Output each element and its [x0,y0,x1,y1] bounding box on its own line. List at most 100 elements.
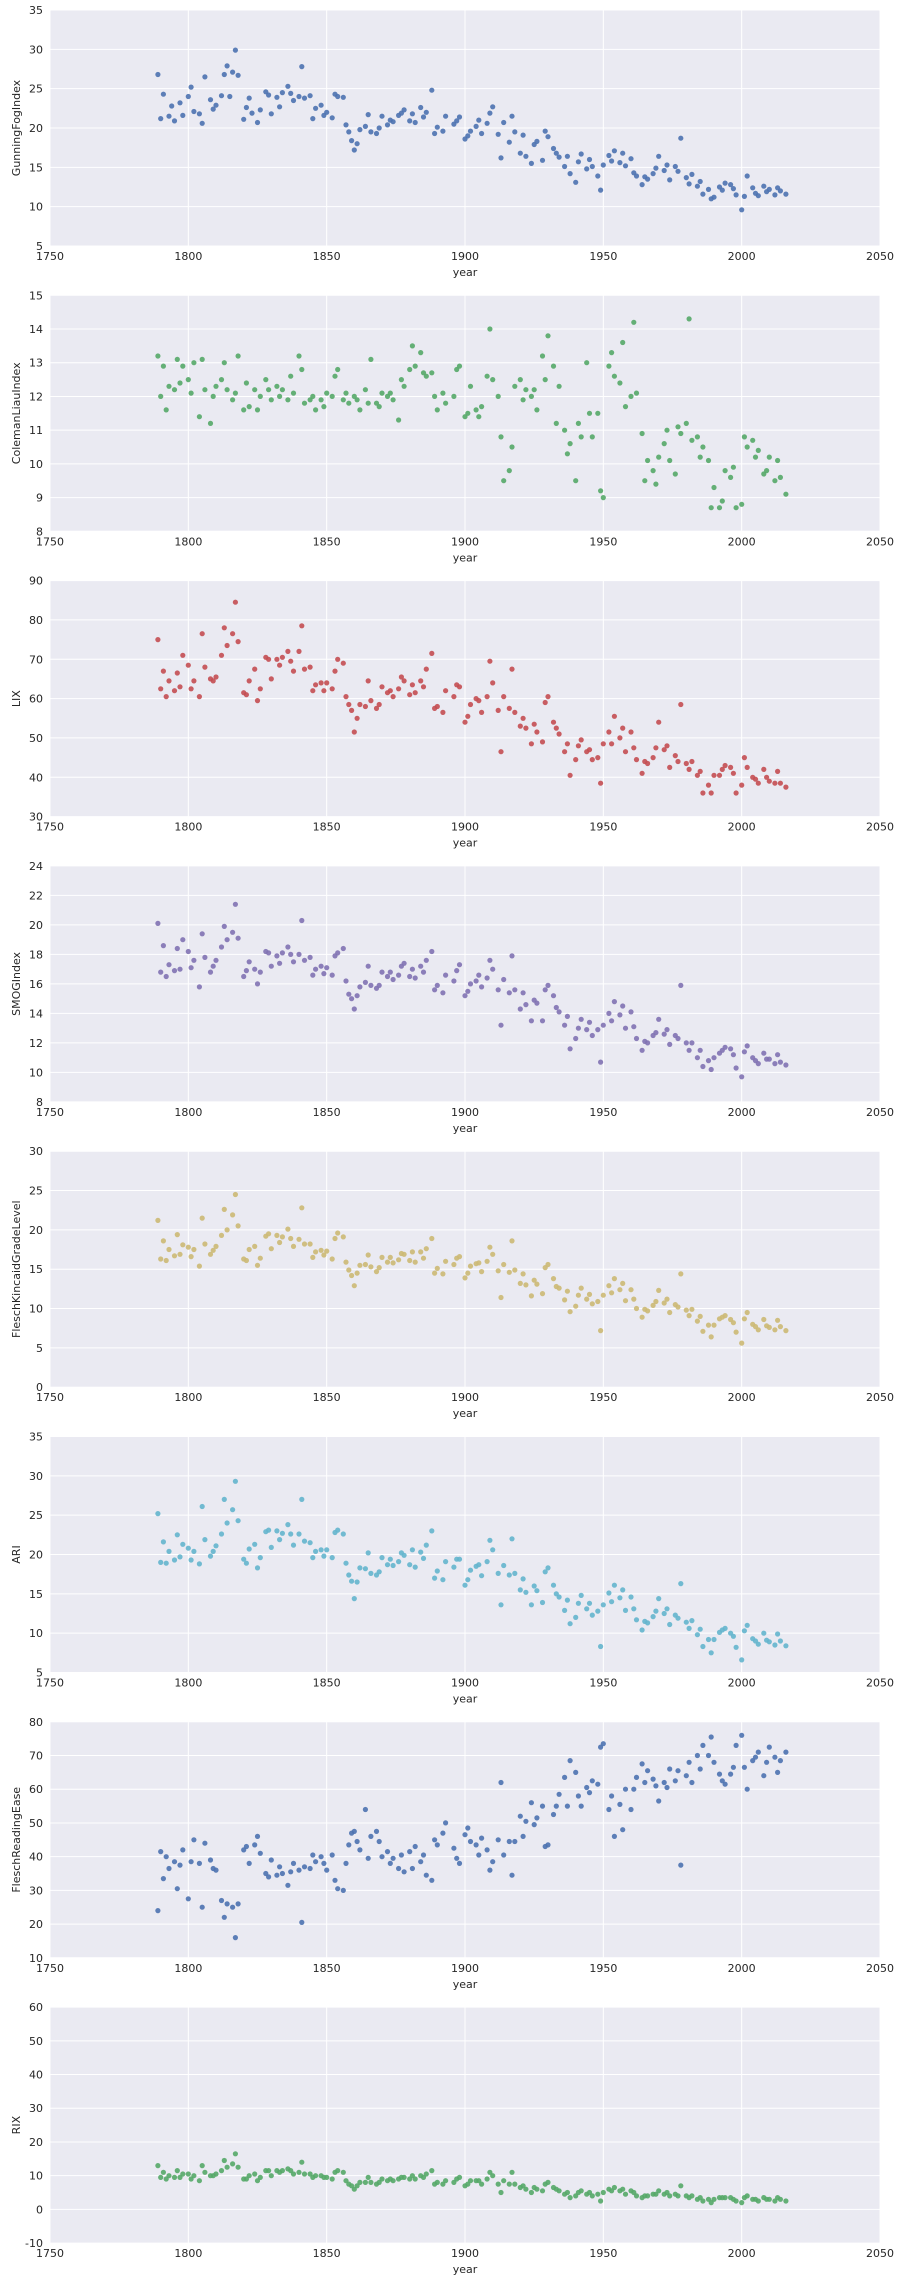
data-point [744,173,750,179]
data-point [343,694,349,700]
data-point [285,1522,291,1528]
data-point [598,1328,604,1334]
data-point [584,360,590,366]
data-point [600,1741,606,1747]
y-tick-label: 13 [29,357,43,370]
data-point [232,1191,238,1198]
data-point [528,393,535,399]
data-point [517,377,523,383]
data-point [246,1860,252,1866]
data-point [509,1872,515,1878]
data-point [683,175,689,181]
data-point [675,758,681,765]
y-tick-label: 60 [29,2001,43,2014]
data-point [230,1212,236,1218]
data-point [512,2181,518,2187]
data-point [487,110,493,116]
data-point [246,959,252,965]
data-point [373,1828,380,1834]
data-point [274,656,280,662]
y-tick-label: 20 [29,122,43,135]
y-tick-label: 40 [29,1851,43,1864]
data-point [368,1833,374,1839]
data-point [465,713,471,719]
data-point [650,171,656,177]
data-point [313,2173,319,2179]
data-point [301,957,308,963]
data-point [368,698,374,704]
data-point [451,694,457,700]
data-point [202,1241,208,1247]
data-point [407,973,413,980]
data-point [542,699,548,706]
data-point [766,1324,772,1330]
data-point [467,383,474,389]
data-point [368,1264,374,1270]
data-point [379,1254,385,1260]
data-point [578,2188,584,2194]
data-point [664,162,670,168]
data-point [739,1074,745,1080]
x-tick-label: 2000 [728,1677,756,1690]
data-point [254,1565,261,1571]
data-point [301,2171,308,2177]
data-point [783,1328,789,1334]
data-point [620,1003,626,1009]
data-point [523,387,529,393]
data-point [365,112,371,118]
data-point [467,701,474,708]
data-point [622,1025,629,1031]
data-point [520,990,526,996]
data-point [332,1235,338,1242]
data-point [467,2178,474,2184]
data-point [343,978,349,984]
data-point [520,397,526,403]
data-point [675,424,681,430]
data-point [420,684,427,690]
y-tick-label: 15 [29,1588,43,1601]
data-point [155,1511,161,1517]
x-tick-label: 1800 [174,250,202,263]
y-tick-label: 60 [29,693,43,706]
data-point [777,780,784,786]
x-tick-label: 1950 [589,535,617,548]
data-point [711,1759,717,1765]
data-point [263,377,269,383]
y-axis-label: FleschKincaidGradeLevel [10,1200,23,1338]
data-point [766,778,772,784]
data-point [340,945,346,952]
data-point [163,694,169,700]
data-point [407,1849,413,1855]
data-point [752,1754,759,1760]
data-point [365,1550,371,1556]
data-point [376,1838,382,1845]
data-point [387,1860,393,1866]
data-point [180,2171,186,2177]
data-point [155,920,161,927]
data-point [584,166,590,172]
data-point [686,1313,692,1319]
data-point [296,2169,302,2175]
data-point [498,155,504,161]
data-point [716,772,723,778]
data-point [199,1215,205,1221]
data-point [564,153,571,159]
data-point [296,648,302,655]
data-point [384,1259,391,1265]
data-point [340,1531,346,1537]
data-point [586,1600,593,1606]
x-tick-label: 1750 [36,1106,64,1119]
data-point [490,377,496,383]
data-point [598,2198,604,2204]
data-point [396,1559,402,1565]
data-point [534,2186,540,2192]
data-point [235,1901,241,1907]
data-point [545,333,551,339]
data-point [700,444,706,450]
data-point [689,758,695,765]
data-point [324,965,330,971]
data-point [257,2174,263,2180]
data-point [484,373,490,379]
data-point [611,373,618,379]
